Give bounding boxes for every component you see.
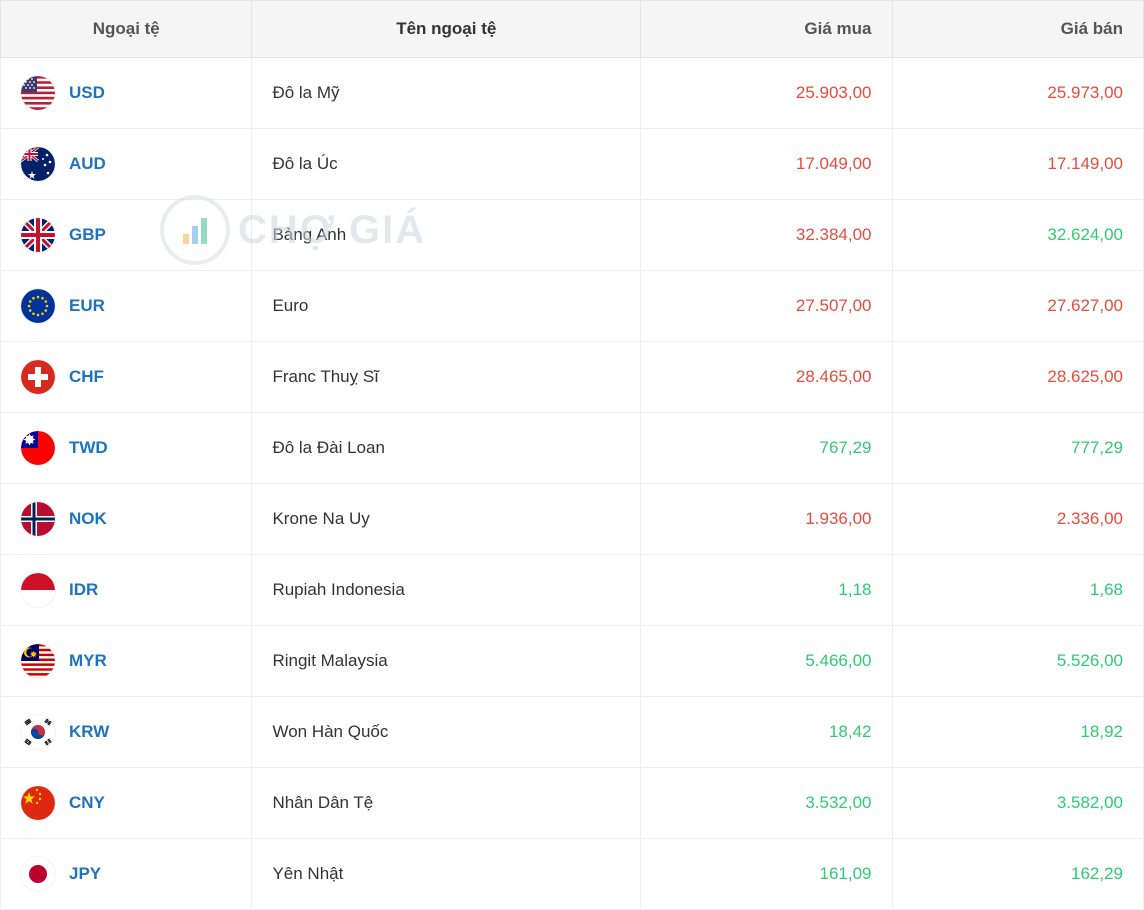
cell-currency: IDR: [1, 555, 252, 626]
cell-buy-price: 17.049,00: [641, 129, 892, 200]
currency-code-link[interactable]: TWD: [69, 438, 108, 458]
currency-code-link[interactable]: USD: [69, 83, 105, 103]
cell-currency: AUD: [1, 129, 252, 200]
currency-code-link[interactable]: AUD: [69, 154, 106, 174]
cell-currency-name: Đô la Mỹ: [252, 58, 641, 129]
no-flag-icon: [21, 502, 55, 536]
cell-sell-price: 2.336,00: [892, 484, 1143, 555]
cell-sell-price: 25.973,00: [892, 58, 1143, 129]
cell-currency: GBP: [1, 200, 252, 271]
cell-buy-price: 28.465,00: [641, 342, 892, 413]
currency-code-link[interactable]: IDR: [69, 580, 98, 600]
id-flag-icon: [21, 573, 55, 607]
exchange-rate-table: Ngoại tệ Tên ngoại tệ Giá mua Giá bán US…: [0, 0, 1144, 910]
currency-code-link[interactable]: GBP: [69, 225, 106, 245]
cell-sell-price: 777,29: [892, 413, 1143, 484]
cell-sell-price: 17.149,00: [892, 129, 1143, 200]
table-header-row: Ngoại tệ Tên ngoại tệ Giá mua Giá bán: [1, 1, 1144, 58]
table-row: MYR Ringit Malaysia5.466,005.526,00: [1, 626, 1144, 697]
cell-buy-price: 767,29: [641, 413, 892, 484]
cell-currency: USD: [1, 58, 252, 129]
table-row: IDR Rupiah Indonesia1,181,68: [1, 555, 1144, 626]
table-row: GBP Bảng Anh32.384,0032.624,00: [1, 200, 1144, 271]
header-currency-code: Ngoại tệ: [1, 1, 252, 58]
currency-code-link[interactable]: NOK: [69, 509, 107, 529]
currency-code-link[interactable]: CNY: [69, 793, 105, 813]
cell-currency-name: Đô la Đài Loan: [252, 413, 641, 484]
kr-flag-icon: [21, 715, 55, 749]
currency-code-link[interactable]: MYR: [69, 651, 107, 671]
cell-sell-price: 27.627,00: [892, 271, 1143, 342]
cell-sell-price: 162,29: [892, 839, 1143, 910]
currency-code-link[interactable]: CHF: [69, 367, 104, 387]
cell-sell-price: 18,92: [892, 697, 1143, 768]
cell-currency: NOK: [1, 484, 252, 555]
currency-code-link[interactable]: EUR: [69, 296, 105, 316]
cell-buy-price: 1.936,00: [641, 484, 892, 555]
gb-flag-icon: [21, 218, 55, 252]
cell-currency-name: Euro: [252, 271, 641, 342]
cell-currency: KRW: [1, 697, 252, 768]
table-row: KRW Won Hàn Quốc18,4218,92: [1, 697, 1144, 768]
eu-flag-icon: [21, 289, 55, 323]
cell-buy-price: 27.507,00: [641, 271, 892, 342]
cell-sell-price: 3.582,00: [892, 768, 1143, 839]
table-row: EUR Euro27.507,0027.627,00: [1, 271, 1144, 342]
cell-currency: CNY: [1, 768, 252, 839]
cell-sell-price: 32.624,00: [892, 200, 1143, 271]
tw-flag-icon: [21, 431, 55, 465]
cell-currency-name: Đô la Úc: [252, 129, 641, 200]
header-currency-name: Tên ngoại tệ: [252, 1, 641, 58]
cell-buy-price: 161,09: [641, 839, 892, 910]
table-row: USD Đô la Mỹ25.903,0025.973,00: [1, 58, 1144, 129]
cell-buy-price: 1,18: [641, 555, 892, 626]
cell-currency: JPY: [1, 839, 252, 910]
cell-currency-name: Yên Nhật: [252, 839, 641, 910]
table-row: JPY Yên Nhật161,09162,29: [1, 839, 1144, 910]
cell-currency: EUR: [1, 271, 252, 342]
cell-currency-name: Franc Thuỵ Sĩ: [252, 342, 641, 413]
ch-flag-icon: [21, 360, 55, 394]
table-row: TWD Đô la Đài Loan767,29777,29: [1, 413, 1144, 484]
cell-buy-price: 5.466,00: [641, 626, 892, 697]
cell-currency-name: Rupiah Indonesia: [252, 555, 641, 626]
au-flag-icon: [21, 147, 55, 181]
table-row: NOK Krone Na Uy1.936,002.336,00: [1, 484, 1144, 555]
cell-buy-price: 25.903,00: [641, 58, 892, 129]
cell-buy-price: 32.384,00: [641, 200, 892, 271]
my-flag-icon: [21, 644, 55, 678]
table-row: CNY Nhân Dân Tệ3.532,003.582,00: [1, 768, 1144, 839]
cell-currency-name: Krone Na Uy: [252, 484, 641, 555]
cell-sell-price: 5.526,00: [892, 626, 1143, 697]
currency-code-link[interactable]: JPY: [69, 864, 101, 884]
table-row: CHF Franc Thuỵ Sĩ28.465,0028.625,00: [1, 342, 1144, 413]
us-flag-icon: [21, 76, 55, 110]
currency-code-link[interactable]: KRW: [69, 722, 109, 742]
cell-currency-name: Nhân Dân Tệ: [252, 768, 641, 839]
cell-buy-price: 3.532,00: [641, 768, 892, 839]
jp-flag-icon: [21, 857, 55, 891]
header-sell-price: Giá bán: [892, 1, 1143, 58]
cn-flag-icon: [21, 786, 55, 820]
cell-buy-price: 18,42: [641, 697, 892, 768]
cell-currency: TWD: [1, 413, 252, 484]
table-row: AUD Đô la Úc17.049,0017.149,00: [1, 129, 1144, 200]
cell-sell-price: 1,68: [892, 555, 1143, 626]
cell-currency-name: Won Hàn Quốc: [252, 697, 641, 768]
cell-sell-price: 28.625,00: [892, 342, 1143, 413]
cell-currency: CHF: [1, 342, 252, 413]
cell-currency-name: Bảng Anh: [252, 200, 641, 271]
header-buy-price: Giá mua: [641, 1, 892, 58]
cell-currency-name: Ringit Malaysia: [252, 626, 641, 697]
cell-currency: MYR: [1, 626, 252, 697]
